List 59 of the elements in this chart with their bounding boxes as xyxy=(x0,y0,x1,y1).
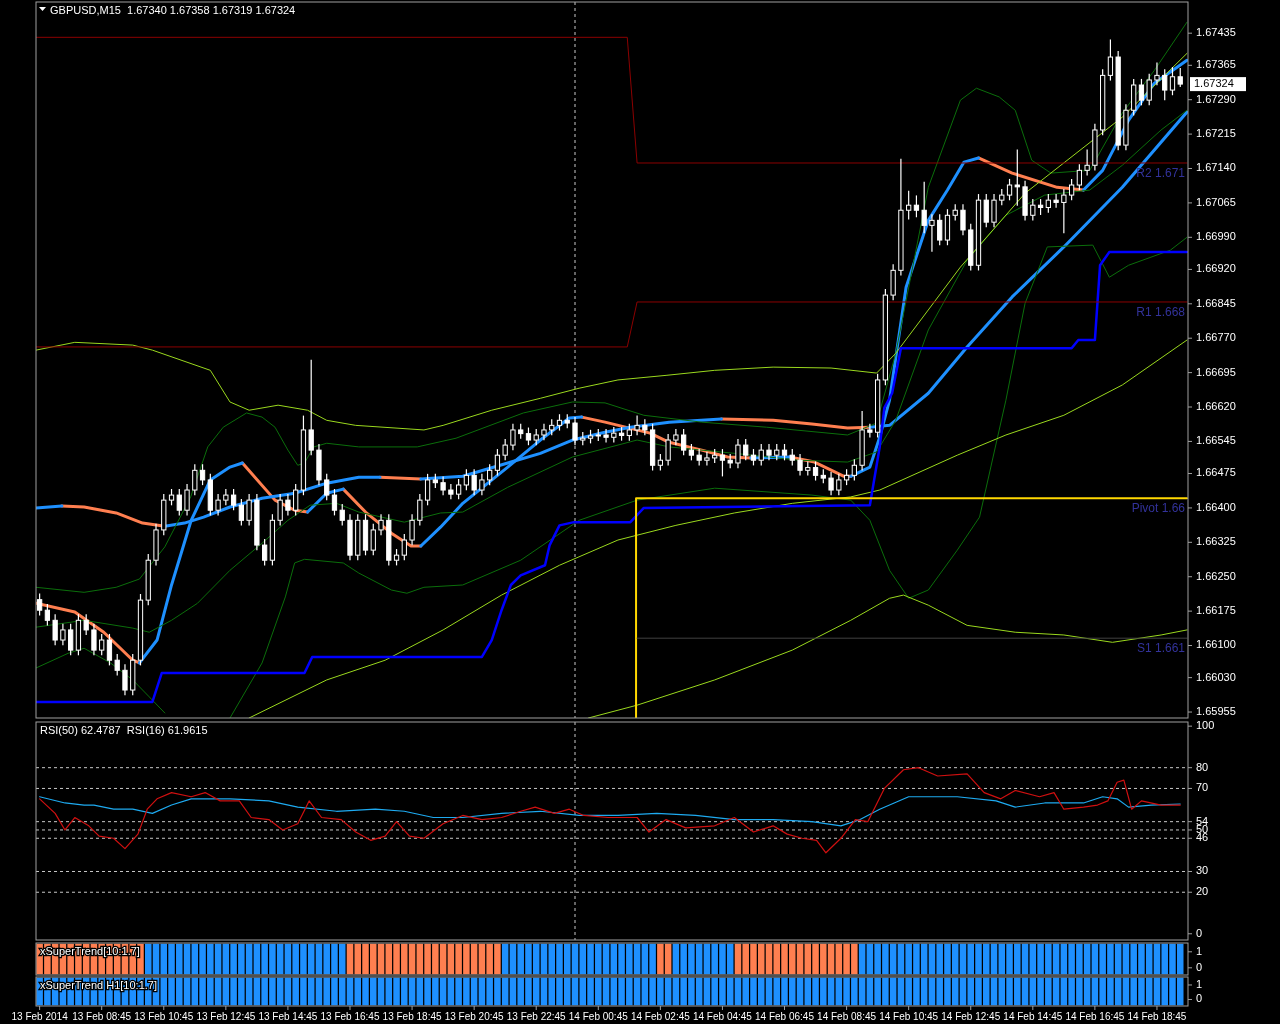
x-tick-label: 13 Feb 2014 xyxy=(11,1011,69,1022)
chart-title: GBPUSD,M15 1.67340 1.67358 1.67319 1.67324 xyxy=(50,4,296,16)
x-tick-label: 14 Feb 14:45 xyxy=(1003,1011,1063,1022)
x-tick-label: 13 Feb 16:45 xyxy=(320,1011,380,1022)
x-tick-label: 13 Feb 22:45 xyxy=(506,1011,567,1022)
y-tick-label: 1.66100 xyxy=(1196,638,1236,651)
x-tick-label: 14 Feb 10:45 xyxy=(879,1011,939,1022)
y-tick-label: 1.67065 xyxy=(1196,195,1236,208)
y-tick-label: 1.66175 xyxy=(1196,604,1236,617)
y-tick-label: 100 xyxy=(1196,719,1215,732)
series-label: Pivot 1.66 xyxy=(1131,501,1186,516)
text: 1.67324 xyxy=(1194,77,1234,90)
x-tick-label: 14 Feb 12:45 xyxy=(941,1011,1001,1022)
x-tick-label: 13 Feb 20:45 xyxy=(444,1011,505,1022)
x-tick-label: 14 Feb 04:45 xyxy=(692,1011,753,1022)
y-tick-label: 0 xyxy=(1196,960,1203,973)
chart-title: RSI(50) 62.4787 RSI(16) 61.9615 xyxy=(40,724,208,736)
x-tick-label: 14 Feb 00:45 xyxy=(568,1011,629,1022)
y-tick-label: 1.66325 xyxy=(1196,535,1236,548)
y-tick-label: 1.66920 xyxy=(1196,262,1236,275)
y-tick-label: 70 xyxy=(1196,781,1209,794)
x-tick-label: 13 Feb 10:45 xyxy=(134,1011,194,1022)
y-tick-label: 1.67290 xyxy=(1196,92,1236,105)
y-tick-label: 54 xyxy=(1196,814,1209,827)
y-tick-label: 1.66845 xyxy=(1196,296,1236,309)
y-tick-label: 1.66250 xyxy=(1196,569,1236,582)
x-tick-label: 14 Feb 08:45 xyxy=(817,1011,877,1022)
x-tick-label: 13 Feb 08:45 xyxy=(72,1011,132,1022)
y-tick-label: 20 xyxy=(1196,885,1209,898)
y-tick-label: 1.67215 xyxy=(1196,127,1236,140)
y-tick-label: 1.67140 xyxy=(1196,161,1236,174)
y-tick-label: 1.66030 xyxy=(1196,670,1236,683)
y-tick-label: 1.67365 xyxy=(1196,58,1236,71)
y-tick-label: 1.66400 xyxy=(1196,500,1236,513)
y-tick-label: 1.66770 xyxy=(1196,331,1236,344)
y-tick-label: 46 xyxy=(1196,831,1209,844)
y-tick-label: 1.65955 xyxy=(1196,704,1236,717)
y-tick-label: 1.66620 xyxy=(1196,399,1236,412)
y-tick-label: 1 xyxy=(1196,977,1203,990)
y-tick-label: 1.66545 xyxy=(1196,434,1236,447)
x-tick-label: 14 Feb 06:45 xyxy=(755,1011,815,1022)
y-tick-label: 1.66990 xyxy=(1196,230,1236,243)
x-tick-label: 14 Feb 16:45 xyxy=(1065,1011,1125,1022)
x-tick-label: 14 Feb 02:45 xyxy=(630,1011,691,1022)
series-label: R1 1.668 xyxy=(1136,304,1186,319)
series-label: R2 1.671 xyxy=(1136,166,1186,180)
series-label: S1 1.661 xyxy=(1136,641,1186,656)
x-tick-label: 14 Feb 18:45 xyxy=(1127,1011,1187,1022)
y-tick-label: 30 xyxy=(1196,864,1209,877)
y-tick-label: 1.66475 xyxy=(1196,466,1236,479)
y-tick-label: 1.67435 xyxy=(1196,26,1236,39)
x-tick-label: 13 Feb 12:45 xyxy=(196,1011,256,1022)
x-tick-label: 13 Feb 18:45 xyxy=(382,1011,442,1022)
y-tick-label: 1.66695 xyxy=(1196,365,1236,378)
y-tick-label: 0 xyxy=(1196,926,1203,939)
y-tick-label: 1 xyxy=(1196,944,1203,957)
y-tick-label: 80 xyxy=(1196,760,1209,773)
x-tick-label: 13 Feb 14:45 xyxy=(258,1011,318,1022)
y-tick-label: 0 xyxy=(1196,992,1203,1005)
